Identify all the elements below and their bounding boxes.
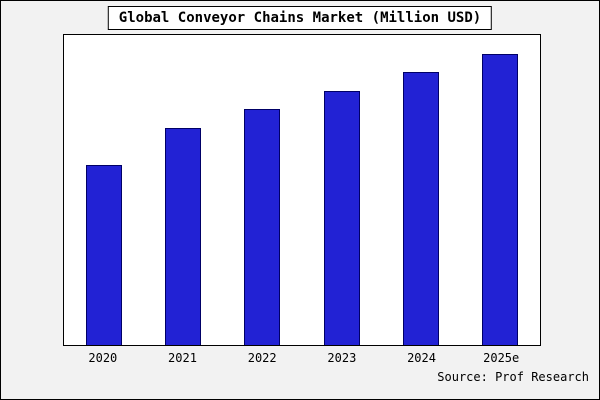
bar-2021	[164, 128, 201, 345]
source-text: Source: Prof Research	[437, 370, 589, 384]
bar-slot	[64, 35, 143, 345]
x-tick-label: 2021	[168, 351, 197, 365]
bar-2023	[323, 90, 360, 345]
bar-slot	[143, 35, 222, 345]
bar-2025e	[482, 53, 519, 345]
x-tick-label: 2020	[88, 351, 118, 365]
bar-2022	[244, 109, 281, 345]
bar-2024	[402, 72, 439, 345]
x-tick-label: 2025e	[483, 351, 520, 365]
bar-slot	[223, 35, 302, 345]
x-tick-label: 2023	[327, 351, 357, 365]
plot-area	[63, 34, 541, 346]
bar-slot	[302, 35, 381, 345]
bar-slot	[461, 35, 540, 345]
x-tick-label: 2022	[247, 351, 277, 365]
chart-title: Global Conveyor Chains Market (Million U…	[107, 6, 493, 30]
bar-slot	[381, 35, 460, 345]
x-axis-labels: 2020 2021 2022 2023 2024 2025e	[63, 351, 541, 365]
x-tick-label: 2024	[407, 351, 436, 365]
bar-2020	[85, 165, 122, 345]
